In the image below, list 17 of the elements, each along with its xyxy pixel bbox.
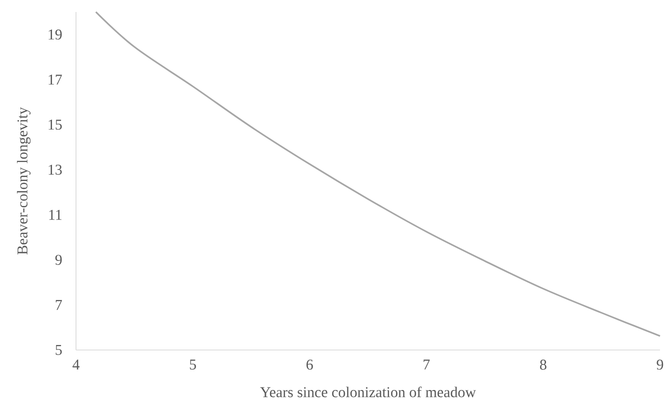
x-tick-label: 6	[306, 360, 313, 370]
y-tick-label: 19	[48, 30, 62, 40]
x-tick-label: 7	[424, 360, 430, 370]
y-axis-title: Beaver-colony longevity	[16, 107, 31, 254]
y-tick-label: 13	[48, 164, 62, 175]
x-axis-title: Years since colonization of meadow	[260, 386, 476, 398]
y-tick-label: 7	[56, 300, 62, 310]
x-tick-label: 4	[72, 360, 80, 370]
y-tick-label: 15	[48, 120, 62, 130]
line-series	[95, 11, 661, 337]
x-tick-label: 9	[656, 360, 664, 370]
x-tick-label: 8	[540, 360, 546, 370]
y-tick-label: 5	[56, 345, 62, 355]
y-tick-label: 11	[49, 210, 62, 220]
x-tick-label: 5	[190, 360, 196, 370]
y-tick-label: 17	[48, 74, 62, 85]
y-tick-label: 9	[55, 254, 62, 265]
